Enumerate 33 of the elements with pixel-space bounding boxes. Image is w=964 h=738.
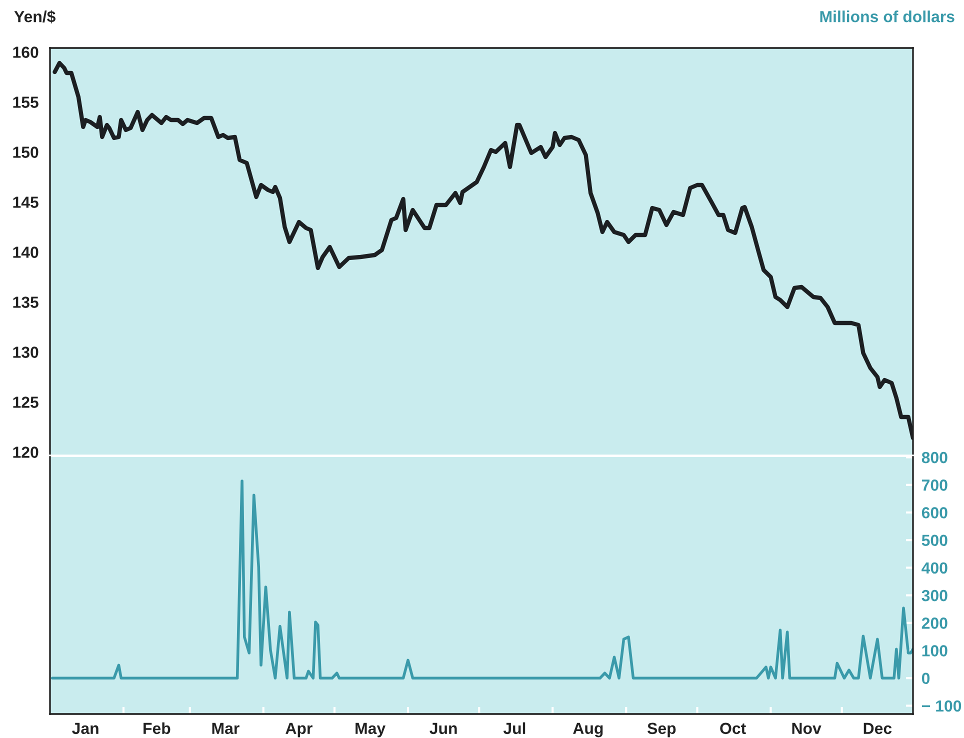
- x-tick-label: Aug: [573, 722, 603, 738]
- y-tick-label: 150: [13, 146, 38, 158]
- y2-tick-label: 800: [922, 452, 948, 464]
- x-tick-label: Jun: [430, 722, 457, 734]
- y2-tick-label: 0: [922, 672, 930, 684]
- y-tick-label: 140: [13, 246, 38, 258]
- y2-tick-label: 200: [922, 618, 948, 629]
- y2-tick-label: 300: [922, 590, 948, 602]
- y-tick-label: 135: [13, 296, 38, 308]
- y-tick-label: 130: [13, 346, 38, 358]
- x-tick-label: Dec: [864, 722, 892, 734]
- y2-tick-label: 500: [922, 534, 948, 546]
- x-tick-label: Mar: [212, 722, 240, 734]
- y2-axis-title: Millions of dollars: [820, 10, 954, 22]
- x-tick-label: May: [356, 722, 386, 738]
- x-tick-label: Nov: [792, 722, 822, 734]
- y-tick-label: 125: [13, 396, 38, 408]
- x-tick-label: Jan: [72, 722, 98, 734]
- y2-tick-label: − 100: [922, 700, 962, 712]
- y2-tick-label: 600: [922, 507, 948, 518]
- y-tick-label: 120: [13, 446, 38, 458]
- y2-tick-label: 400: [922, 562, 948, 574]
- x-tick-label: Sep: [648, 722, 676, 738]
- y2-tick-label: 100: [922, 645, 948, 656]
- x-tick-label: Jul: [503, 722, 526, 734]
- x-tick-label: Apr: [286, 722, 312, 738]
- y-axis-title: Yen/$: [14, 10, 56, 24]
- y2-tick-label: 700: [922, 480, 948, 491]
- x-tick-label: Oct: [720, 722, 746, 734]
- y-tick-label: 155: [13, 96, 38, 108]
- y-tick-label: 160: [13, 46, 38, 58]
- x-tick-label: Feb: [144, 722, 170, 734]
- y-tick-label: 145: [13, 196, 38, 208]
